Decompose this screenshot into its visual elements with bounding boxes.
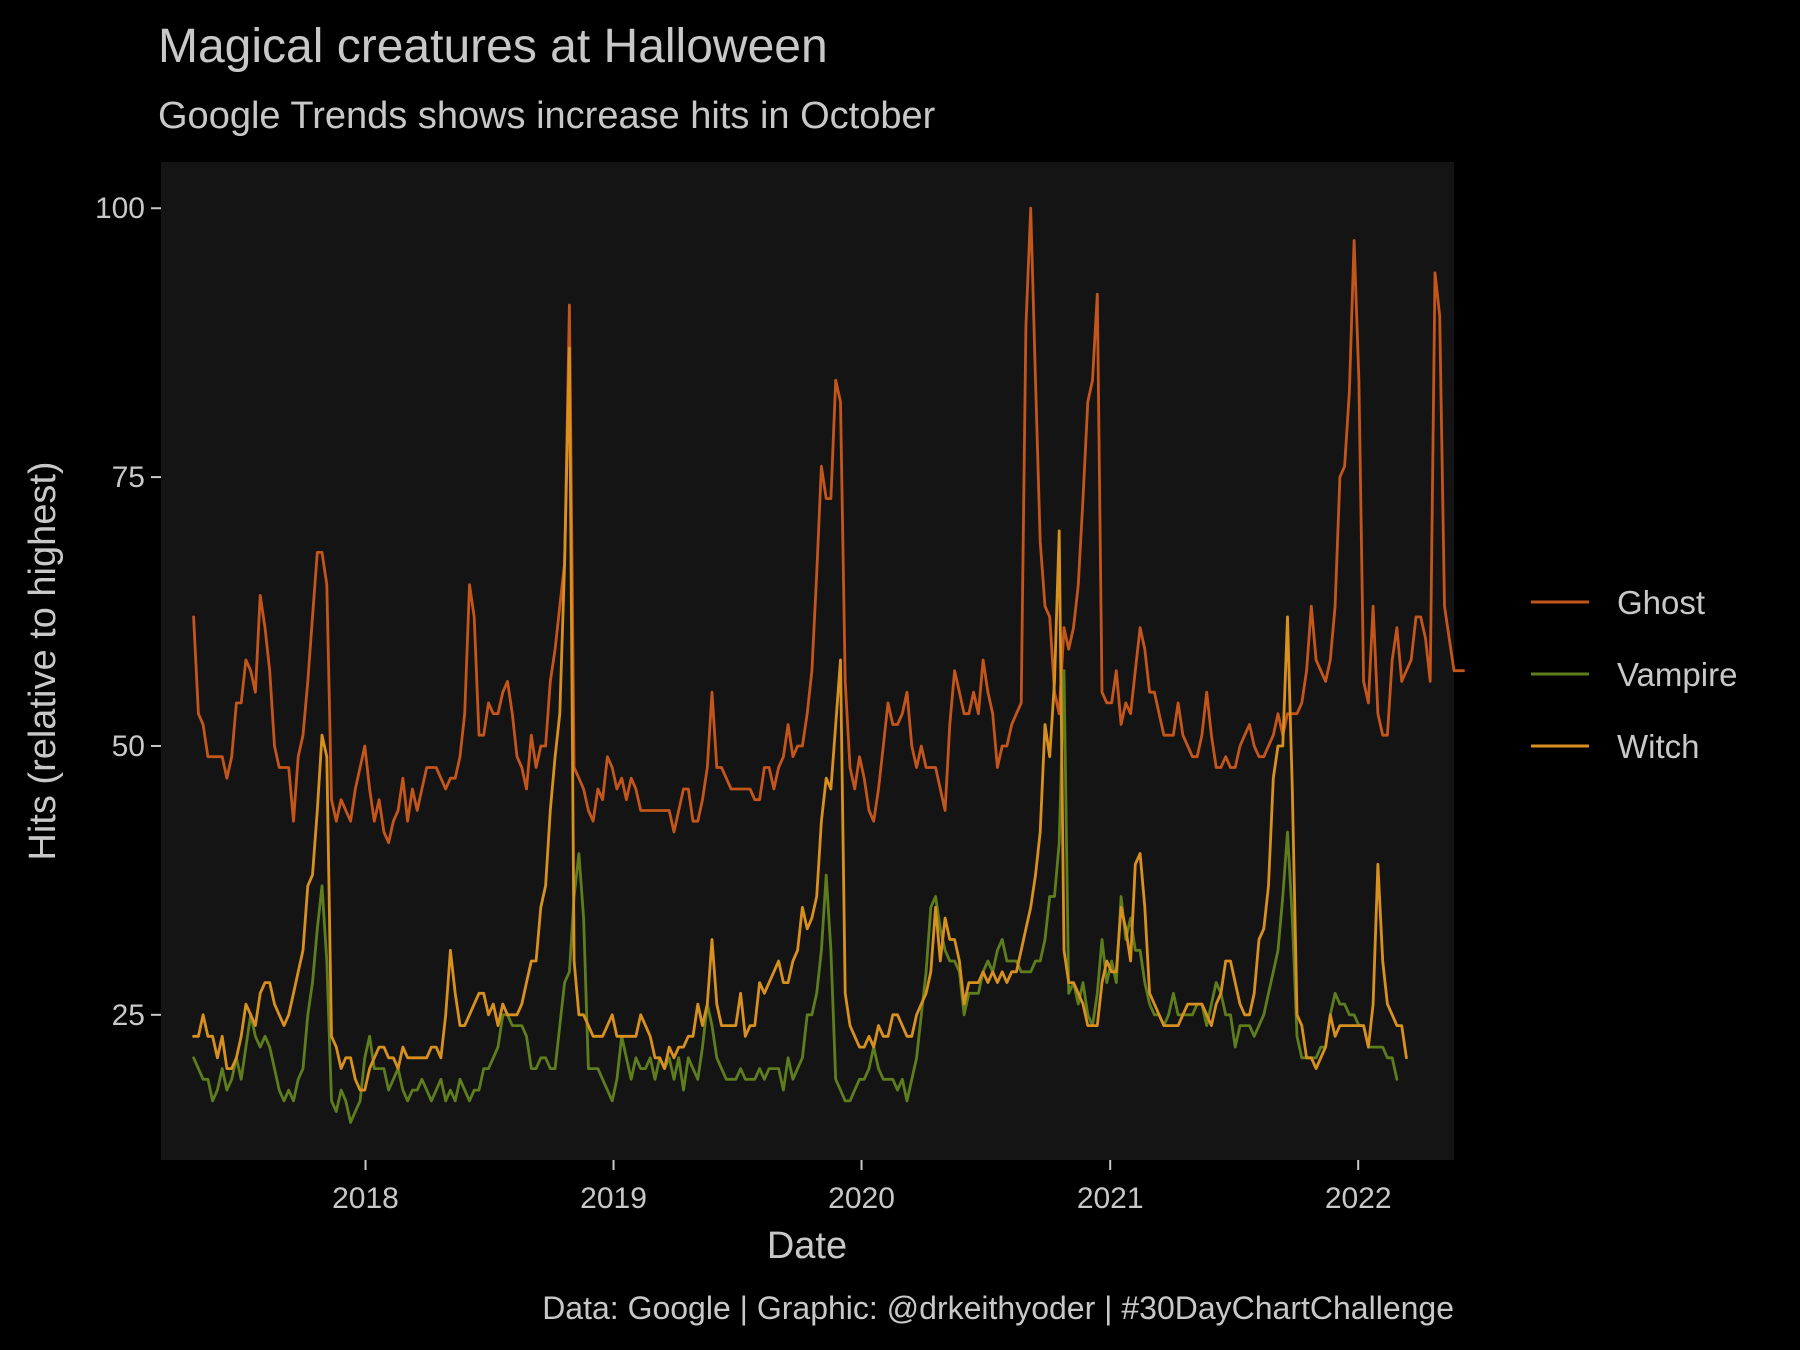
x-tick-label: 2019 (580, 1182, 647, 1215)
chart-subtitle: Google Trends shows increase hits in Oct… (158, 95, 936, 137)
y-tick-label: 25 (112, 999, 145, 1032)
legend-label: Vampire (1617, 656, 1737, 693)
series-layer (192, 206, 1465, 1124)
x-tick-label: 2020 (828, 1182, 895, 1215)
y-axis-title: Hits (relative to highest) (22, 461, 64, 860)
y-tick-label: 75 (112, 461, 145, 494)
y-tick-label: 50 (112, 730, 145, 763)
y-tick-label: 100 (95, 192, 145, 225)
chart-title: Magical creatures at Halloween (158, 20, 828, 73)
series-line-vampire (192, 669, 1399, 1124)
legend-item-witch: Witch (1531, 728, 1700, 765)
y-axis: 25 50 75 100 (95, 192, 161, 1032)
x-axis-title: Date (767, 1225, 847, 1267)
plot-panel (161, 162, 1454, 1160)
legend-item-vampire: Vampire (1531, 656, 1737, 693)
x-tick-label: 2021 (1077, 1182, 1144, 1215)
series-line-ghost (192, 206, 1465, 845)
x-axis: 2018 2019 2020 2021 2022 (332, 1160, 1392, 1215)
chart-caption: Data: Google | Graphic: @drkeithyoder | … (542, 1290, 1454, 1326)
series-line-witch (192, 346, 1408, 1092)
legend-label: Witch (1617, 728, 1700, 765)
x-tick-label: 2022 (1325, 1182, 1392, 1215)
legend-label: Ghost (1617, 584, 1705, 621)
legend: Ghost Vampire Witch (1531, 584, 1737, 765)
x-tick-label: 2018 (332, 1182, 399, 1215)
legend-item-ghost: Ghost (1531, 584, 1705, 621)
